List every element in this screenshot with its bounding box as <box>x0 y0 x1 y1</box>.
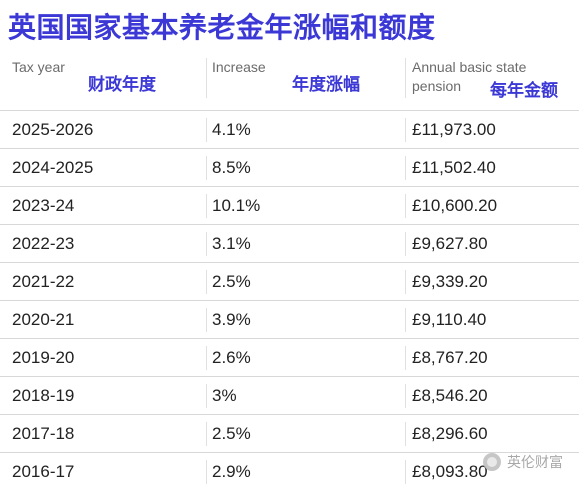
cell-increase: 4.1% <box>212 120 251 139</box>
watermark-text: 英伦财富 <box>507 455 563 471</box>
column-divider <box>405 308 406 332</box>
cell-year: 2021-22 <box>12 272 75 291</box>
cell-pension: £9,110.40 <box>412 310 487 329</box>
column-divider <box>206 194 207 218</box>
cell-pension: £8,546.20 <box>412 386 488 405</box>
column-divider <box>206 270 207 294</box>
cell-pension: £11,502.40 <box>412 158 496 177</box>
column-divider <box>206 58 207 98</box>
cell-pension: £8,296.60 <box>412 424 488 443</box>
table-row: 2023-24 10.1% £10,600.20 <box>0 187 579 225</box>
table-body: 2025-2026 4.1% £11,973.00 2024-2025 8.5%… <box>0 111 579 490</box>
page-title: 英国国家基本养老金年涨幅和额度 <box>8 11 436 44</box>
column-divider <box>405 156 406 180</box>
column-divider <box>206 156 207 180</box>
table-row: 2019-20 2.6% £8,767.20 <box>0 339 579 377</box>
cell-year: 2019-20 <box>12 348 75 367</box>
column-divider <box>206 422 207 446</box>
cell-year: 2022-23 <box>12 234 75 253</box>
cell-increase: 2.5% <box>212 424 251 443</box>
cell-year: 2024-2025 <box>12 158 94 177</box>
header-pension-line2: pension <box>412 78 462 94</box>
column-divider <box>405 460 406 484</box>
column-divider <box>405 346 406 370</box>
cell-pension: £10,600.20 <box>412 196 498 215</box>
cell-increase: 8.5% <box>212 158 251 177</box>
column-divider <box>405 270 406 294</box>
cell-pension: £9,339.20 <box>412 272 488 291</box>
pension-table: Tax year 财政年度 Increase 年度涨幅 Annual basic… <box>0 48 579 490</box>
cell-pension: £8,093.80 <box>412 462 488 481</box>
column-divider <box>405 118 406 142</box>
column-divider <box>206 118 207 142</box>
column-divider <box>405 384 406 408</box>
table-row: 2018-19 3% £8,546.20 <box>0 377 579 415</box>
cell-increase: 2.5% <box>212 272 251 291</box>
table-row: 2022-23 3.1% £9,627.80 <box>0 225 579 263</box>
cell-pension: £8,767.20 <box>412 348 488 367</box>
header-tax-year: Tax year <box>12 59 65 75</box>
column-divider <box>206 346 207 370</box>
cell-year: 2020-21 <box>12 310 75 329</box>
header-increase-cn: 年度涨幅 <box>292 75 360 95</box>
table-row: 2025-2026 4.1% £11,973.00 <box>0 111 579 149</box>
cell-increase: 10.1% <box>212 196 261 215</box>
cell-pension: £9,627.80 <box>412 234 488 253</box>
table-header: Tax year 财政年度 Increase 年度涨幅 Annual basic… <box>0 48 579 111</box>
watermark: 英伦财富 <box>483 452 563 472</box>
table-row: 2016-17 2.9% £8,093.80 <box>0 453 579 490</box>
cell-year: 2018-19 <box>12 386 75 405</box>
table-row: 2021-22 2.5% £9,339.20 <box>0 263 579 301</box>
cell-year: 2016-17 <box>12 462 75 481</box>
header-pension-line1: Annual basic state <box>412 59 527 75</box>
column-divider <box>206 308 207 332</box>
column-divider <box>405 194 406 218</box>
cell-increase: 3% <box>212 386 237 405</box>
column-divider <box>206 460 207 484</box>
cell-year: 2023-24 <box>12 196 75 215</box>
cell-increase: 3.1% <box>212 234 251 253</box>
header-tax-year-cn: 财政年度 <box>88 75 156 95</box>
cell-year: 2025-2026 <box>12 120 94 139</box>
cell-increase: 3.9% <box>212 310 251 329</box>
header-pension: Annual basic state pension <box>412 58 526 96</box>
column-divider <box>206 232 207 256</box>
header-increase: Increase <box>212 59 266 75</box>
cell-year: 2017-18 <box>12 424 75 443</box>
table-row: 2024-2025 8.5% £11,502.40 <box>0 149 579 187</box>
header-pension-cn: 每年金额 <box>490 81 558 101</box>
column-divider <box>405 232 406 256</box>
cell-increase: 2.6% <box>212 348 251 367</box>
watermark-logo-icon <box>483 453 501 471</box>
cell-pension: £11,973.00 <box>412 120 496 139</box>
column-divider <box>206 384 207 408</box>
table-row: 2017-18 2.5% £8,296.60 <box>0 415 579 453</box>
cell-increase: 2.9% <box>212 462 251 481</box>
column-divider <box>405 422 406 446</box>
table-row: 2020-21 3.9% £9,110.40 <box>0 301 579 339</box>
column-divider <box>405 58 406 98</box>
